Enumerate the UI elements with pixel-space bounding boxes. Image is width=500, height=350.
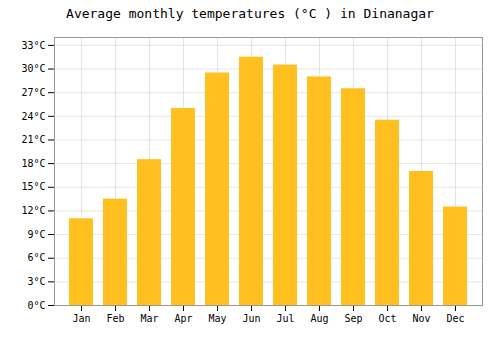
svg-text:21°C: 21°C: [21, 134, 45, 145]
svg-text:15°C: 15°C: [21, 181, 45, 192]
svg-text:24°C: 24°C: [21, 111, 45, 122]
svg-text:30°C: 30°C: [21, 63, 45, 74]
svg-text:Feb: Feb: [106, 313, 124, 324]
svg-text:0°C: 0°C: [27, 300, 45, 311]
svg-text:Apr: Apr: [174, 313, 192, 324]
svg-text:18°C: 18°C: [21, 158, 45, 169]
svg-text:3°C: 3°C: [27, 276, 45, 287]
svg-text:27°C: 27°C: [21, 87, 45, 98]
svg-text:Aug: Aug: [310, 313, 328, 324]
svg-text:9°C: 9°C: [27, 229, 45, 240]
svg-text:May: May: [208, 313, 226, 324]
svg-text:Jan: Jan: [72, 313, 90, 324]
svg-text:Nov: Nov: [412, 313, 430, 324]
svg-text:Dec: Dec: [446, 313, 464, 324]
svg-text:Mar: Mar: [140, 313, 158, 324]
svg-text:33°C: 33°C: [21, 40, 45, 51]
svg-text:6°C: 6°C: [27, 252, 45, 263]
html-text:Average monthly temperatures (: Average monthly temperatures (°C ) in Di…: [66, 6, 434, 21]
svg-text:Oct: Oct: [378, 313, 396, 324]
svg-text:Sep: Sep: [344, 313, 362, 324]
svg-text:12°C: 12°C: [21, 205, 45, 216]
svg-text:Jul: Jul: [276, 313, 294, 324]
svg-text:Jun: Jun: [242, 313, 260, 324]
